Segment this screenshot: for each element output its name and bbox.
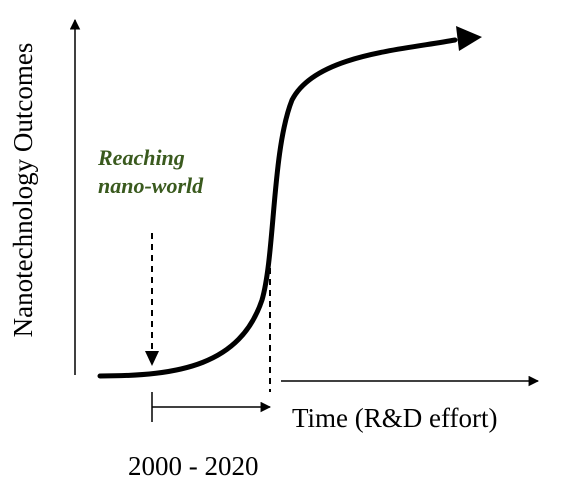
period-label: 2000 - 2020 [128, 451, 259, 478]
s-curve [97, 37, 458, 379]
annotation-nano-world: nano-world [98, 173, 204, 198]
annotation-arrowhead [145, 351, 159, 366]
x-axis-label: Time (R&D effort) [292, 403, 498, 433]
y-axis-label: Nanotechnology Outcomes [8, 43, 38, 338]
annotation-reaching: Reaching [97, 145, 185, 170]
s-curve-arrowhead [456, 26, 482, 51]
